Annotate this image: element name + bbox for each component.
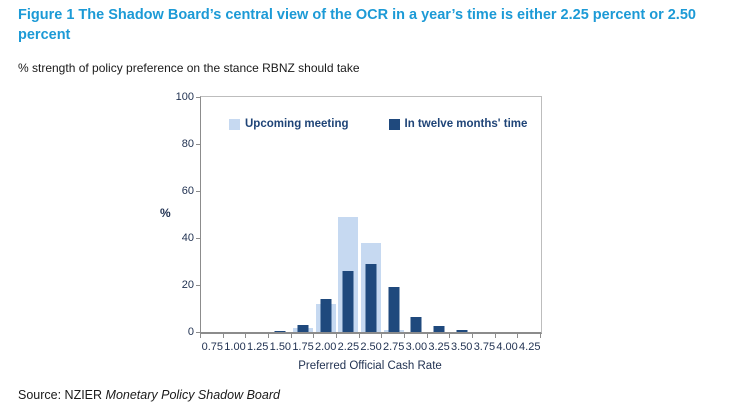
x-axis-title: Preferred Official Cash Rate [298, 360, 442, 372]
category-slot-3.25 [428, 97, 451, 332]
figure-subtitle: % strength of policy preference on the s… [18, 61, 360, 75]
category-slot-1.75 [292, 97, 315, 332]
x-tick-mark-8 [381, 334, 383, 338]
figure-title: Figure 1 The Shadow Board’s central view… [18, 7, 696, 43]
bar-twelve-months-1.75 [297, 324, 309, 332]
x-tick-mark-5 [313, 334, 315, 338]
x-tick-label-3.00: 3.00 [405, 341, 428, 353]
x-tick-mark-3 [268, 334, 269, 338]
x-tick-label-3.25: 3.25 [428, 341, 450, 353]
x-tick-mark-15 [540, 334, 541, 338]
x-tick-label-2.00: 2.00 [314, 341, 337, 353]
legend-item-twelve-months: In twelve months' time [388, 118, 528, 130]
x-tick-mark-4 [290, 334, 292, 338]
bar-twelve-months-3.25 [433, 326, 445, 332]
x-tick-label-1.25: 1.25 [246, 341, 269, 353]
x-tick-label-1.75: 1.75 [292, 341, 314, 353]
x-tick-mark-10 [426, 334, 428, 338]
x-tick-label-3.50: 3.50 [451, 341, 473, 353]
y-tick-label-40: 40 [181, 232, 194, 244]
plot-area: Upcoming meeting In twelve months' time … [176, 91, 542, 353]
x-tick-label-2.50: 2.50 [360, 341, 382, 353]
source-prefix: Source: NZIER [18, 388, 106, 402]
y-tick-label-80: 80 [181, 138, 194, 150]
x-tick-mark-7 [358, 334, 360, 338]
x-tick-mark-0 [200, 334, 201, 338]
bar-twelve-months-3.00 [410, 316, 422, 332]
x-tick-label-2.25: 2.25 [337, 341, 360, 353]
chart-legend: Upcoming meeting In twelve months' time [229, 118, 527, 130]
bar-twelve-months-3.50 [456, 329, 468, 332]
bar-twelve-months-2.00 [320, 299, 332, 332]
y-tick-80 [196, 144, 200, 145]
x-tick-mark-1 [222, 334, 224, 338]
x-tick-mark-12 [472, 334, 473, 338]
category-slot-3.50 [450, 97, 473, 332]
x-tick-mark-9 [404, 334, 405, 338]
x-tick-label-0.75: 0.75 [201, 341, 224, 353]
category-slot-2.00 [314, 97, 337, 332]
y-tick-label-100: 100 [175, 91, 194, 103]
category-slot-0.75 [201, 97, 224, 332]
x-tick-label-4.25: 4.25 [519, 341, 541, 353]
category-slot-2.50 [360, 97, 383, 332]
y-tick-60 [196, 191, 200, 192]
x-tick-label-3.75: 3.75 [473, 341, 496, 353]
category-slot-3.00 [405, 97, 428, 332]
y-tick-label-60: 60 [181, 185, 194, 197]
x-tick-mark-2 [245, 334, 247, 338]
source-publication: Monetary Policy Shadow Board [105, 388, 280, 402]
x-tick-mark-14 [517, 334, 519, 338]
y-tick-40 [196, 238, 200, 239]
bar-twelve-months-2.50 [365, 263, 377, 332]
legend-label-twelve-months: In twelve months' time [404, 118, 528, 130]
x-tick-label-1.50: 1.50 [269, 341, 292, 353]
category-slot-2.25 [337, 97, 360, 332]
bar-twelve-months-1.50 [274, 330, 286, 332]
y-axis-title: % [160, 206, 171, 220]
x-tick-label-1.00: 1.00 [224, 341, 246, 353]
category-slot-4.00 [496, 97, 519, 332]
category-slot-4.25 [518, 97, 541, 332]
x-tick-label-4.00: 4.00 [496, 341, 518, 353]
x-tick-mark-13 [494, 334, 496, 338]
category-slot-1.25 [246, 97, 269, 332]
x-tick-label-2.75: 2.75 [383, 341, 405, 353]
source-line: Source: NZIER Monetary Policy Shadow Boa… [18, 388, 280, 402]
category-slot-2.75 [382, 97, 405, 332]
x-tick-mark-6 [336, 334, 337, 338]
bar-twelve-months-2.25 [342, 270, 354, 332]
category-slot-3.75 [473, 97, 496, 332]
legend-swatch-twelve-months-icon [388, 118, 400, 130]
y-tick-label-0: 0 [187, 326, 194, 338]
category-slot-1.00 [224, 97, 247, 332]
legend-label-upcoming-meeting: Upcoming meeting [245, 118, 349, 130]
y-tick-100 [196, 97, 200, 98]
bar-twelve-months-2.75 [388, 287, 400, 332]
x-tick-mark-11 [449, 334, 451, 338]
y-tick-label-20: 20 [181, 279, 194, 291]
y-tick-20 [196, 285, 200, 286]
category-slot-1.50 [269, 97, 292, 332]
legend-item-upcoming-meeting: Upcoming meeting [229, 118, 349, 130]
legend-swatch-upcoming-meeting-icon [229, 118, 240, 130]
x-axis-tick-labels: 0.75 1.00 1.25 1.50 1.75 2.00 2.25 2.50 2.75 3.00… [201, 341, 541, 353]
y-tick-0 [196, 332, 200, 333]
